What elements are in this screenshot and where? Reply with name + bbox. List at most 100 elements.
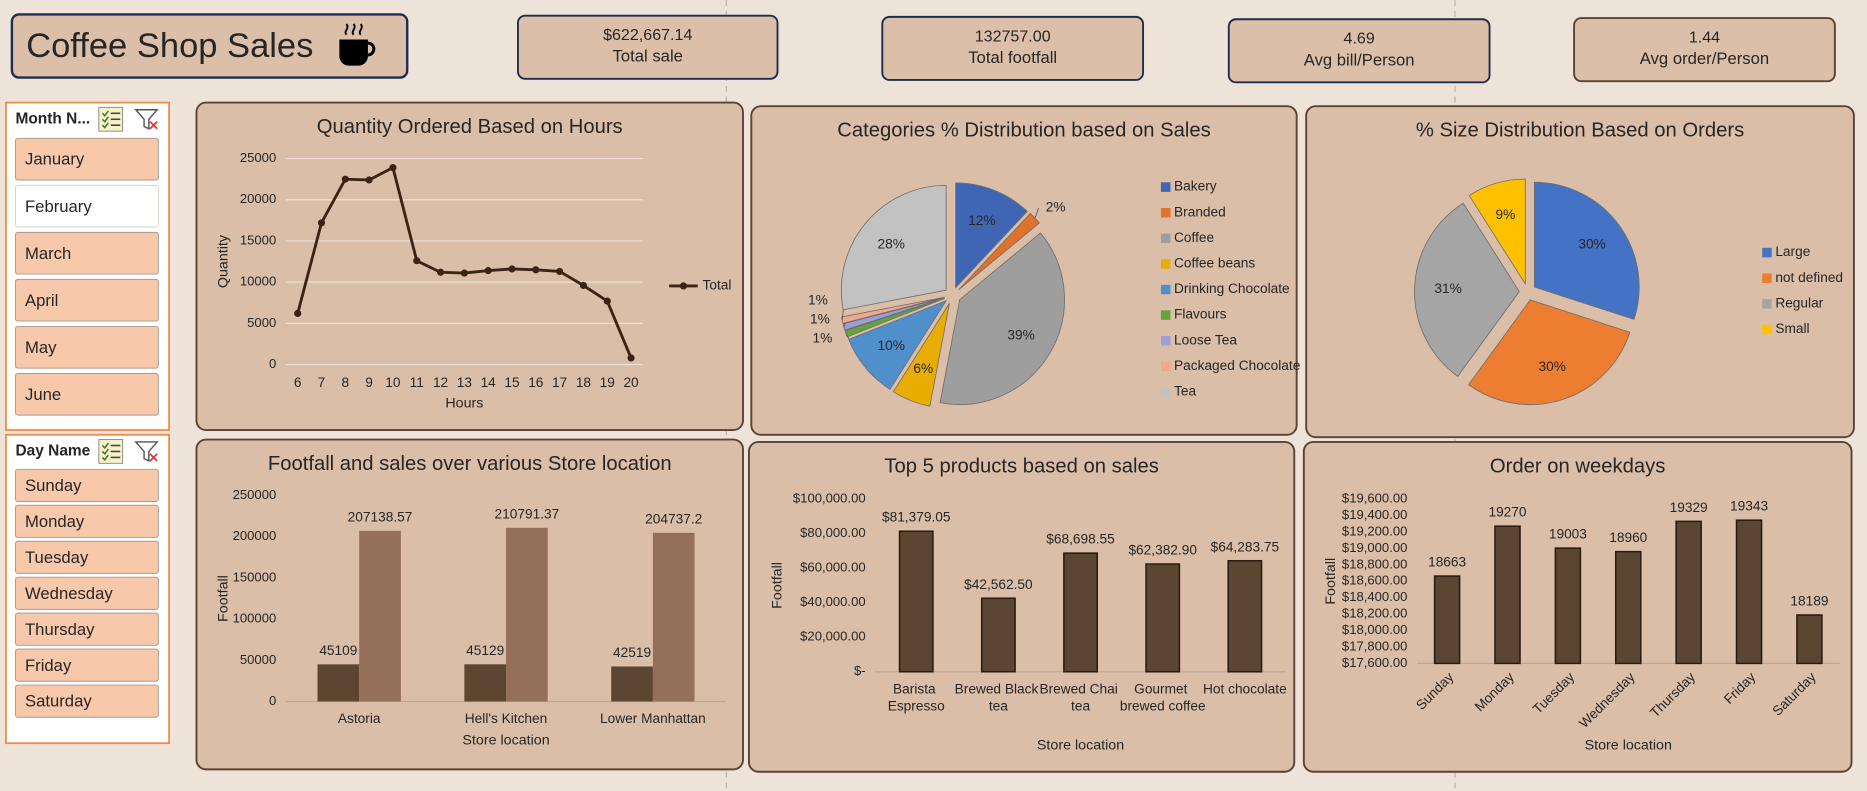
slicer-item-box[interactable] [15,278,159,322]
slicer-item[interactable]: Saturday [15,684,159,718]
slicer-item-box[interactable] [15,325,159,369]
data-label: 18189 [1790,594,1828,609]
slicer-item-box[interactable] [15,612,159,646]
slicer-item-box[interactable] [15,231,159,275]
icon-check[interactable] [101,122,109,129]
slicer-item-label[interactable]: Wednesday [25,584,113,603]
slicer-item-label[interactable]: April [25,291,58,310]
slicer-item-label[interactable]: Saturday [25,692,92,711]
slicer-item[interactable]: January [15,137,159,181]
line-point [436,268,445,276]
legend-label: Flavours [1174,307,1227,322]
slicer-item-label[interactable]: Friday [25,656,72,675]
y-axis-label: Footfall [216,575,232,622]
slicer-item-label[interactable]: Sunday [25,476,82,495]
pie-slice [840,184,947,311]
clear-filter-button[interactable] [134,441,159,463]
line-point [460,269,468,277]
x-tick-label: Brewed Chai tea [1039,681,1121,713]
slicer-item[interactable]: April [15,278,159,322]
kpi-box [1227,18,1491,84]
legend-swatch [1762,247,1772,258]
slicer-item-label[interactable]: March [25,244,71,263]
icon-x[interactable] [149,453,158,462]
line-point [627,354,635,362]
clear-filter-button[interactable] [134,109,159,130]
coffee-icon [339,23,376,66]
pie-slice [1533,181,1640,320]
y-tick-label: 50000 [240,652,276,667]
slicer-item-box[interactable] [15,468,159,502]
kpi-label: Avg order/Person [1640,49,1769,68]
data-label: 19003 [1549,527,1587,542]
slicer-item-label[interactable]: June [25,385,61,404]
slicer-item-box[interactable] [15,137,159,181]
line-point [603,297,611,305]
slicer-item-label[interactable]: Tuesday [25,548,89,567]
data-label: $81,379.05 [882,510,951,525]
slicer-item[interactable]: Wednesday [15,576,159,610]
y-tick-label: 5000 [247,315,276,330]
slicer-item-label[interactable]: Thursday [25,620,95,639]
slicer-item-box[interactable] [15,372,159,416]
slicer-item-box[interactable] [15,576,159,610]
kpi-card: 132757.00 Total footfall [881,15,1145,81]
data-label: $62,382.90 [1128,543,1197,558]
slicer-item-box[interactable] [15,684,159,718]
multi-select-button[interactable] [98,439,124,464]
bar [898,530,934,673]
y-tick-label: $20,000.00 [800,629,865,644]
x-tick-label: 9 [365,375,373,390]
chart: Top 5 products based on sales $- $20,000.0… [747,440,1296,773]
slicer-item[interactable]: Monday [15,504,159,538]
legend-label: Tea [1174,384,1196,399]
title-card: Coffee Shop Sales [10,13,409,79]
icon-x[interactable] [149,121,158,130]
slicer-item[interactable]: June [15,372,159,416]
slicer-item-box[interactable] [15,184,159,228]
slicer-item[interactable]: Thursday [15,612,159,646]
y-tick-label: 15000 [240,232,276,247]
slicer-item-label[interactable]: Monday [25,512,85,531]
data-label: 6% [913,361,933,376]
y-tick-label: $80,000.00 [800,525,865,540]
y-tick-label: $18,400.00 [1342,589,1407,604]
kpi-box [516,14,779,80]
data-label: 45129 [466,643,504,658]
slicer-item-label[interactable]: May [25,338,57,357]
pie-slice [1468,299,1631,406]
data-label: 1% [812,330,832,345]
y-tick-label: $100,000.00 [793,491,866,506]
x-tick-label: 18 [576,375,592,390]
slicer-item-box[interactable] [15,504,159,538]
slicer-item-box[interactable] [15,648,159,682]
line-point [413,257,421,265]
legend-label: Loose Tea [1174,332,1237,347]
slicer-item[interactable]: May [15,325,159,369]
slicer-item[interactable]: February [15,184,159,228]
kpi-card: 1.44 Avg order/Person [1573,17,1836,83]
icon-check[interactable] [101,110,109,117]
icon-check[interactable] [101,454,109,461]
data-label: 2% [1046,200,1066,215]
slicer-item[interactable]: Sunday [15,468,159,502]
slicer-item-box[interactable] [15,540,159,574]
legend-label: Coffee [1174,230,1214,245]
multi-select-button[interactable] [98,106,124,132]
x-tick-label: 14 [481,375,497,390]
legend-swatch [1160,335,1171,346]
icon-check[interactable] [101,448,109,456]
slicer-item-label[interactable]: January [25,150,85,169]
x-tick-label: 17 [552,375,567,390]
slicer-item-label[interactable]: February [25,197,92,216]
y-tick-label: $18,800.00 [1342,556,1407,571]
icon-funnel[interactable] [134,441,159,463]
slicer-item[interactable]: March [15,231,159,275]
icon-check[interactable] [101,442,109,450]
icon-funnel[interactable] [134,109,159,130]
slicer-item[interactable]: Friday [15,648,159,682]
slicer-item[interactable]: Tuesday [15,540,159,574]
y-tick-label: $40,000.00 [800,594,865,609]
icon-check[interactable] [101,116,109,123]
data-label: 31% [1434,281,1461,296]
